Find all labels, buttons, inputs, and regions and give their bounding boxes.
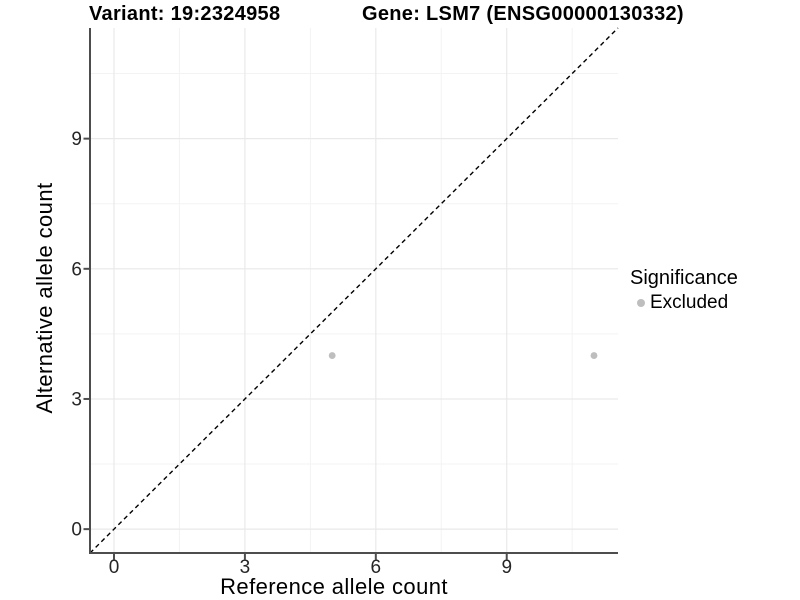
y-axis-title: Alternative allele count <box>32 182 57 414</box>
x-tick-label: 3 <box>240 557 251 578</box>
legend: Significance Excluded <box>630 266 738 314</box>
legend-title: Significance <box>630 267 738 289</box>
y-tick-label: 6 <box>71 259 82 280</box>
plot-title-variant: Variant: 19:2324958 <box>89 3 281 25</box>
identity-line <box>89 27 619 554</box>
data-point <box>590 352 598 359</box>
y-tick-label: 3 <box>71 389 82 410</box>
y-tick-label: 0 <box>71 520 82 541</box>
x-tick-label: 0 <box>109 557 120 578</box>
x-axis-title: Reference allele count <box>220 574 448 599</box>
x-tick-label: 6 <box>371 557 382 578</box>
plot-title-gene: Gene: LSM7 (ENSG00000130332) <box>362 3 684 25</box>
legend-entry-label: Excluded <box>650 292 729 313</box>
y-tick-label: 9 <box>71 129 82 150</box>
x-tick-label: 9 <box>501 557 512 578</box>
data-point <box>328 352 336 359</box>
legend-point-icon <box>637 299 645 307</box>
legend-entry-excluded: Excluded <box>630 292 738 314</box>
